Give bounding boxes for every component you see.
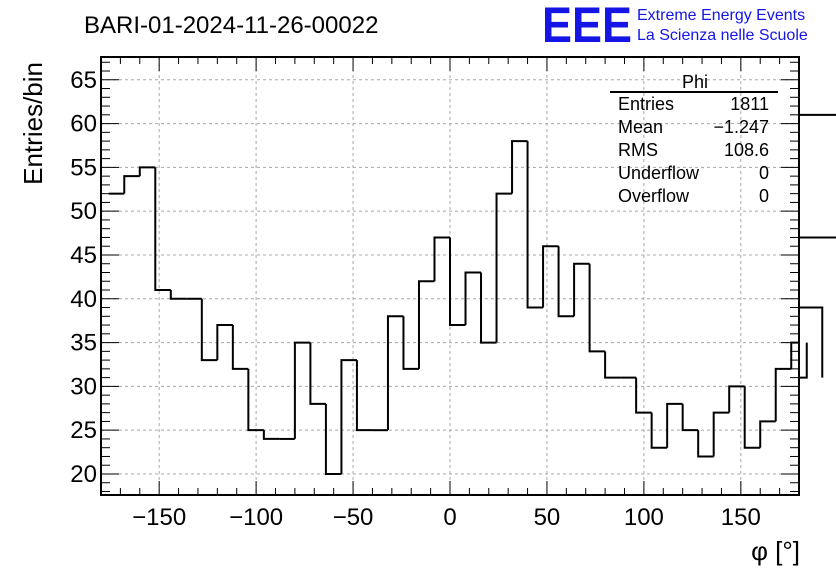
histogram-bin-16 [355,360,373,432]
axis-ticks [100,57,800,495]
logo-mark: EEE [542,0,632,53]
histogram-bin-10 [262,430,280,440]
logo-line1: Extreme Energy Events [637,7,805,24]
logo: EEE Extreme Energy Events La Scienza nel… [542,0,808,53]
histogram-bin-7 [216,324,233,361]
y-tick-label-6: 50 [70,198,97,225]
histogram-bin-20 [417,280,435,369]
y-tick-label-2: 30 [70,373,97,400]
stats-value-overflow: 0 [759,186,769,206]
histogram-bin-29 [557,246,575,318]
histogram-bin-34 [635,377,652,414]
histogram-bin-12 [293,341,311,439]
y-tick-label-1: 25 [70,417,97,444]
histogram-bin-32 [604,351,621,379]
histogram-bin-27 [526,141,544,309]
histogram-bin-25 [495,192,513,343]
stats-value-rms: 108.6 [724,140,769,160]
y-tick-label-9: 65 [70,67,97,94]
x-tick-label-6: 150 [721,504,761,531]
histogram-bin-28 [542,245,559,308]
stats-label-overflow: Overflow [618,186,690,206]
histogram-bars [108,113,836,495]
histogram-bin-37 [681,403,699,432]
histogram-bin-47 [799,113,836,116]
histogram-bin-8 [231,325,249,370]
histogram-bin-1 [123,175,140,194]
histogram-bin-4 [169,290,187,300]
histogram-bin-31 [588,263,606,353]
histogram-bin-19 [402,316,419,370]
histogram-bin-24 [480,272,497,344]
y-tick-label-7: 55 [70,154,97,181]
stats-label-rms: RMS [618,140,658,160]
histogram-bin-36 [666,402,683,448]
y-tick-labels: 20 25 30 35 40 45 50 55 60 65 [70,67,97,488]
histogram-bin-13 [309,342,326,405]
histogram-bin-2 [138,166,156,177]
stats-label-underflow: Underflow [618,163,700,183]
histogram-bin-42 [759,420,776,448]
stats-value-mean: −1.247 [713,117,769,137]
stats-box: Phi Entries 1811 Mean −1.247 RMS 108.6 Underfl… [610,72,778,206]
histogram-bin-35 [650,412,668,449]
logo-line2: La Scienza nelle Scuole [637,27,808,44]
chart-title: BARI-01-2024-11-26-00022 [84,12,378,39]
stats-title: Phi [682,72,708,92]
histogram-bin-40 [728,385,745,413]
histogram-bin-44 [790,341,799,369]
y-tick-label-5: 45 [70,242,97,269]
histogram-bin-26 [511,140,528,194]
histogram-bin-48 [798,236,836,495]
histogram-bin-14 [324,403,342,475]
x-tick-labels: −150 −100 −50 0 50 100 150 [132,504,761,531]
histogram-bin-45 [799,342,808,379]
histogram-bin-38 [697,430,714,458]
histogram-bin-3 [154,167,171,292]
x-tick-label-4: 50 [534,504,561,531]
stats-value-underflow: 0 [759,163,769,183]
x-tick-label-5: 100 [624,504,664,531]
x-tick-label-0: −150 [132,504,186,531]
y-tick-label-4: 40 [70,286,97,313]
y-tick-label-0: 20 [70,461,97,488]
x-tick-label-2: −50 [333,504,374,531]
x-axis-label: φ [°] [751,536,800,566]
histogram-bin-6 [200,298,218,362]
stats-rows: Entries 1811 Mean −1.247 RMS 108.6 Underflow 0 O… [618,94,769,206]
histogram-bin-39 [712,411,730,457]
histogram-bin-30 [573,262,590,317]
histogram-bin-41 [743,386,761,449]
y-axis-label: Entries/bin [18,62,48,185]
x-tick-label-1: −100 [229,504,283,531]
histogram-bin-15 [340,359,357,474]
histogram-bin-9 [247,368,264,432]
histogram-bin-18 [386,315,404,431]
histogram-bin-22 [449,237,466,327]
histogram-bin-46 [799,306,824,378]
stats-label-entries: Entries [618,94,674,114]
stats-label-mean: Mean [618,117,663,137]
histogram-bin-43 [774,367,792,422]
stats-value-entries: 1811 [730,94,769,114]
y-tick-label-3: 35 [70,330,97,357]
y-tick-label-8: 60 [70,111,97,138]
x-tick-label-3: 0 [443,504,456,531]
histogram-bin-23 [464,271,482,326]
histogram-bin-21 [433,236,450,282]
